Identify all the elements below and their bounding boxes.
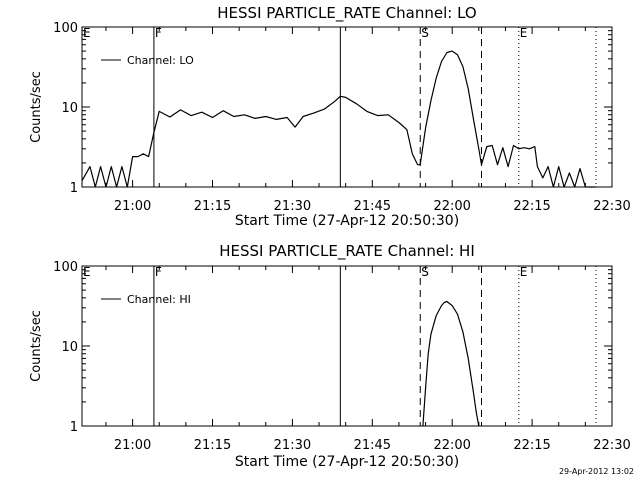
marker-label: E xyxy=(83,265,91,279)
y-tick-label: 100 xyxy=(53,260,78,275)
y-tick-label: 1 xyxy=(70,420,78,435)
marker-label: F xyxy=(155,265,162,279)
x-axis-label: Start Time (27-Apr-12 20:50:30) xyxy=(235,213,459,229)
marker-label: S xyxy=(421,265,429,279)
marker-label: E xyxy=(520,265,528,279)
x-axis-label: Start Time (27-Apr-12 20:50:30) xyxy=(235,454,459,470)
x-tick-label: 22:15 xyxy=(513,199,550,214)
x-tick-label: 22:00 xyxy=(433,199,470,214)
x-tick-label: 21:30 xyxy=(274,438,311,453)
y-tick-label: 10 xyxy=(61,101,78,116)
x-tick-label: 22:00 xyxy=(433,438,470,453)
x-tick-label: 21:15 xyxy=(194,438,231,453)
x-tick-label: 21:00 xyxy=(114,438,151,453)
marker-label: E xyxy=(520,26,528,40)
x-tick-label: 22:30 xyxy=(593,438,630,453)
x-tick-label: 21:30 xyxy=(274,199,311,214)
y-axis-label: Counts/sec xyxy=(29,71,44,143)
x-tick-label: 22:30 xyxy=(593,199,630,214)
chart-title: HESSI PARTICLE_RATE Channel: LO xyxy=(217,4,476,23)
y-tick-label: 10 xyxy=(61,340,78,355)
legend-label: Channel: HI xyxy=(127,293,191,306)
x-tick-label: 21:45 xyxy=(354,199,391,214)
marker-label: F xyxy=(155,26,162,40)
y-tick-label: 1 xyxy=(70,181,78,196)
plot-frame xyxy=(81,26,613,188)
legend-label: Channel: LO xyxy=(127,54,194,67)
plot-frame xyxy=(81,265,613,427)
marker-label: S xyxy=(421,26,429,40)
series-line-1 xyxy=(422,300,480,427)
marker-label: E xyxy=(83,26,91,40)
chart-title: HESSI PARTICLE_RATE Channel: HI xyxy=(219,242,475,261)
series-line-1 xyxy=(81,50,596,188)
y-axis-label: Counts/sec xyxy=(29,310,44,382)
x-tick-label: 21:45 xyxy=(354,438,391,453)
x-tick-label: 21:00 xyxy=(114,199,151,214)
x-tick-label: 22:15 xyxy=(513,438,550,453)
print-timestamp: 29-Apr-2012 13:02 xyxy=(559,467,634,476)
y-tick-label: 100 xyxy=(53,21,78,36)
x-tick-label: 21:15 xyxy=(194,199,231,214)
